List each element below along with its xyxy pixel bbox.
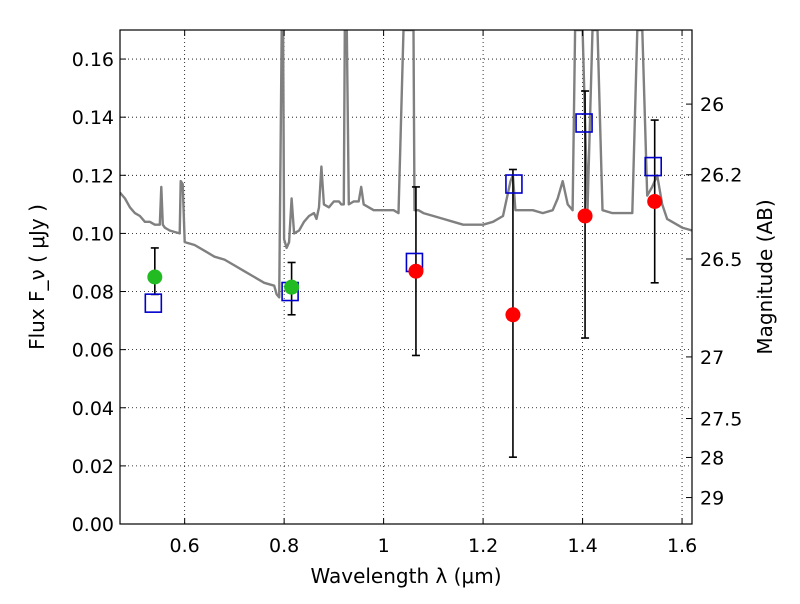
y-tick-label: 0.12 — [72, 165, 114, 187]
y-tick-label: 0.16 — [72, 49, 114, 71]
red-point — [647, 193, 663, 209]
y-tick-label: 0.14 — [72, 107, 114, 129]
y2-tick-label: 27.5 — [700, 409, 742, 431]
x-tick-label: 1.2 — [468, 535, 498, 557]
y-tick-label: 0.10 — [72, 223, 114, 245]
model-square — [505, 174, 523, 194]
red-point — [505, 307, 521, 323]
model-photometry-squares — [144, 113, 663, 313]
green-point — [284, 279, 300, 295]
red-point — [577, 208, 593, 224]
y2-axis-ticks: 26 26.2 26.5 27 27.5 28 29 — [686, 94, 742, 510]
y2-tick-label: 29 — [700, 488, 724, 510]
green-point — [147, 269, 163, 285]
y-tick-label: 0.00 — [72, 514, 114, 536]
y2-tick-label: 26.5 — [700, 249, 742, 271]
x-tick-label: 0.8 — [269, 535, 299, 557]
y-tick-label: 0.02 — [72, 456, 114, 478]
x-axis-ticks: 0.6 0.8 1 1.2 1.4 1.6 — [170, 30, 697, 557]
y-tick-label: 0.04 — [72, 398, 114, 420]
model-square — [644, 156, 663, 177]
red-point — [408, 263, 424, 279]
y2-tick-label: 27 — [700, 347, 724, 369]
y-axis-ticks: 0.00 0.02 0.04 0.06 0.08 0.10 0.12 0.14 0.16 — [72, 49, 126, 536]
y2-tick-label: 28 — [700, 447, 724, 469]
y2-axis-label: Magnitude (AB) — [753, 199, 777, 354]
y2-tick-label: 26.2 — [700, 165, 742, 187]
x-tick-label: 1 — [378, 535, 390, 557]
y-tick-label: 0.06 — [72, 340, 114, 362]
plot-frame — [119, 29, 693, 525]
model-square — [575, 113, 593, 133]
model-square — [144, 293, 163, 313]
model-spectrum — [120, 30, 692, 299]
y2-tick-label: 26 — [700, 94, 724, 116]
model-spectrum-line — [120, 30, 692, 299]
y-axis-label: Flux F_ν ( μJy ) — [25, 204, 49, 350]
x-tick-label: 1.6 — [667, 535, 697, 557]
y-tick-label: 0.08 — [72, 282, 114, 304]
grid-lines — [120, 30, 692, 525]
x-tick-label: 1.4 — [567, 535, 597, 557]
green-data-points — [147, 269, 300, 295]
x-axis-label: Wavelength λ (μm) — [310, 564, 501, 588]
x-tick-label: 0.6 — [170, 535, 200, 557]
red-data-points — [408, 193, 663, 323]
plot-area — [120, 30, 692, 458]
